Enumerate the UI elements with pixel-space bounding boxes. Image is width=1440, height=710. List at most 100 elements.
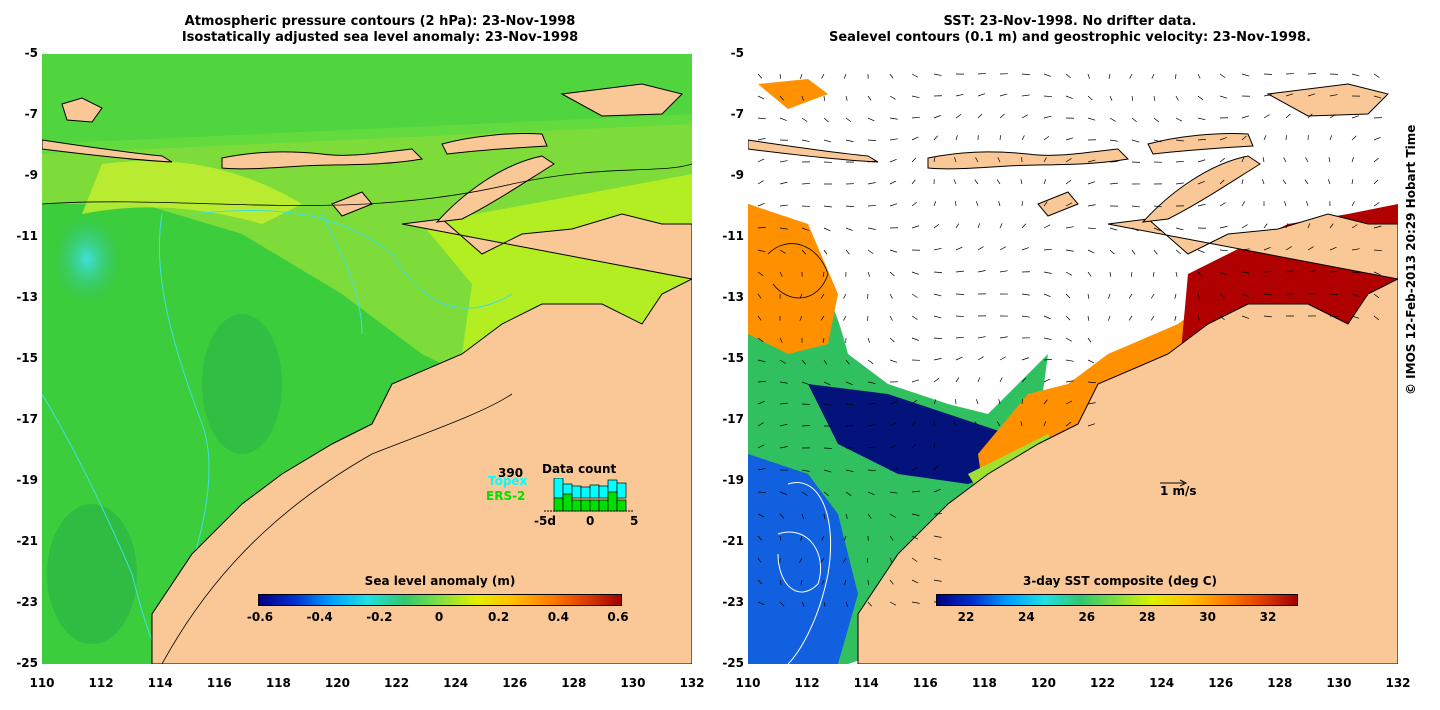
right-lon-tick: 126 (1208, 676, 1234, 690)
velocity-arrow (866, 557, 869, 563)
velocity-arrow (1021, 135, 1025, 141)
velocity-arrow (933, 465, 938, 471)
velocity-arrow (757, 467, 766, 471)
right-lat-tick: -9 (730, 168, 744, 182)
velocity-arrow (933, 223, 940, 229)
velocity-arrow (889, 73, 894, 79)
velocity-arrow (1129, 73, 1133, 79)
velocity-arrow (889, 359, 898, 363)
velocity-arrow (975, 157, 979, 163)
velocity-arrow (955, 356, 963, 361)
velocity-arrow (889, 95, 896, 100)
velocity-arrow (1241, 135, 1247, 141)
velocity-arrow (999, 336, 1008, 339)
velocity-arrow (1263, 246, 1271, 251)
left-colorbar-tick: -0.4 (306, 610, 333, 624)
velocity-arrow (1153, 117, 1159, 123)
velocity-arrow (1131, 117, 1137, 123)
velocity-arrow (1175, 249, 1181, 255)
velocity-arrow (1304, 179, 1309, 185)
velocity-arrow (757, 293, 762, 299)
velocity-arrow (867, 182, 876, 185)
left-title-line1: Atmospheric pressure contours (2 hPa): 2… (184, 14, 576, 29)
right-map-title: SST: 23-Nov-1998. No drifter data. Seale… (790, 14, 1350, 46)
velocity-arrow (779, 513, 785, 519)
velocity-arrow (1197, 315, 1200, 321)
velocity-arrow (1108, 293, 1111, 299)
velocity-arrow (1065, 249, 1074, 252)
velocity-arrow (1284, 201, 1287, 207)
velocity-arrow (1197, 159, 1206, 163)
left-lon-tick: 130 (620, 676, 646, 690)
sst-colorbar (936, 594, 1298, 606)
right-colorbar-tick: 26 (1078, 610, 1096, 624)
right-lat-tick: -19 (722, 473, 744, 487)
velocity-arrow (1282, 179, 1287, 185)
velocity-arrow (867, 315, 869, 321)
velocity-arrow (845, 249, 850, 255)
velocity-arrow (757, 226, 766, 229)
velocity-arrow (998, 399, 1001, 405)
velocity-arrow (1197, 181, 1205, 185)
velocity-arrow (757, 158, 765, 163)
velocity-arrow (801, 491, 808, 496)
velocity-arrow (867, 403, 876, 405)
velocity-arrow (953, 421, 957, 427)
velocity-arrow (1241, 293, 1250, 297)
left-lon-tick: 110 (29, 676, 55, 690)
velocity-arrow (911, 95, 920, 99)
velocity-arrow (911, 579, 919, 584)
velocity-arrow (933, 315, 942, 319)
velocity-arrow (955, 377, 960, 383)
velocity-arrow (889, 601, 897, 606)
velocity-arrow (820, 315, 825, 321)
velocity-arrow (1307, 113, 1313, 119)
velocity-arrow (933, 115, 941, 119)
velocity-arrow (1087, 117, 1096, 121)
velocity-arrow (955, 246, 963, 251)
right-lat-tick: -13 (722, 290, 744, 304)
velocity-arrow (1373, 225, 1382, 229)
left-lon-tick: 126 (502, 676, 528, 690)
right-lon-tick: 120 (1030, 676, 1056, 690)
velocity-arrow (1065, 293, 1071, 299)
velocity-arrow (823, 601, 826, 607)
velocity-arrow (1197, 249, 1205, 254)
velocity-arrow (1087, 381, 1096, 384)
velocity-arrow (801, 117, 808, 122)
velocity-arrow (801, 381, 809, 385)
velocity-arrow (911, 179, 916, 185)
velocity-arrow (1151, 73, 1155, 79)
velocity-arrow (823, 513, 826, 519)
velocity-arrow (933, 157, 936, 163)
velocity-arrow (1329, 293, 1338, 296)
velocity-arrow (1373, 249, 1382, 252)
velocity-arrow (757, 513, 765, 518)
velocity-arrow (1219, 225, 1228, 229)
velocity-arrow (955, 223, 960, 229)
velocity-arrow (1043, 115, 1052, 119)
velocity-arrow (933, 488, 941, 493)
velocity-arrow (779, 117, 787, 121)
velocity-arrow (889, 579, 894, 585)
velocity-arrow (1219, 157, 1226, 163)
velocity-arrow (1021, 399, 1023, 405)
velocity-arrow (1065, 271, 1073, 276)
velocity-arrow (1219, 137, 1227, 141)
velocity-arrow (1109, 227, 1118, 231)
velocity-arrow (977, 246, 984, 251)
velocity-arrow (1329, 315, 1338, 318)
velocity-arrow (955, 270, 964, 273)
data-count-number: 390 (498, 466, 524, 480)
velocity-arrow (1153, 249, 1158, 255)
velocity-arrow (823, 491, 829, 497)
velocity-arrow (1087, 95, 1093, 101)
velocity-arrow (1329, 114, 1336, 119)
velocity-arrow (1219, 249, 1228, 252)
velocity-arrow (823, 381, 831, 386)
velocity-arrow (800, 579, 803, 585)
velocity-arrow (1197, 293, 1200, 299)
velocity-arrow (779, 271, 783, 277)
left-colorbar-tick: -0.2 (366, 610, 393, 624)
velocity-arrow (1109, 139, 1118, 142)
